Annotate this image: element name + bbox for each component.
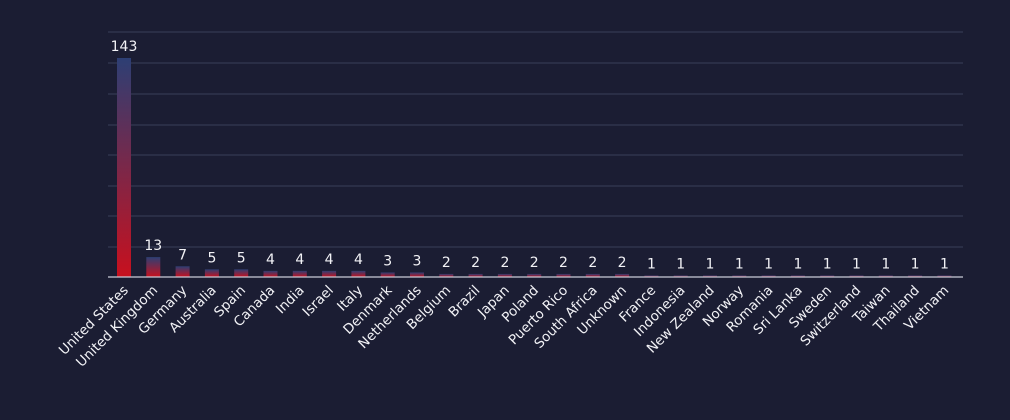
- data-label: 1: [823, 256, 832, 272]
- bar: [322, 270, 337, 277]
- bar: [878, 275, 893, 277]
- data-label: 1: [911, 256, 920, 272]
- bar: [615, 273, 630, 277]
- bar: [908, 275, 923, 277]
- bar: [527, 273, 542, 277]
- data-label: 1: [852, 256, 861, 272]
- bar: [732, 275, 747, 277]
- bar: [263, 270, 278, 277]
- bar: [351, 270, 366, 277]
- bar: [673, 275, 688, 277]
- data-label: 2: [588, 255, 597, 271]
- bar: [703, 275, 717, 277]
- bar: [410, 272, 424, 277]
- data-label: 143: [111, 39, 138, 55]
- data-label: 4: [325, 252, 334, 268]
- data-label: 7: [178, 247, 187, 263]
- x-tick-label: Brazil: [445, 283, 483, 321]
- data-label: 1: [764, 256, 773, 272]
- value-labels: 143 13 7 5 5 4 4 4 4 3 3 2 2 2 2 2 2 2 1 1 1 1 1 1 1 1 1 1 1: [111, 39, 949, 272]
- data-label: 1: [647, 256, 656, 272]
- data-label: 5: [237, 250, 246, 266]
- bar: [820, 275, 835, 277]
- bar: [937, 275, 952, 277]
- data-label: 2: [530, 255, 539, 271]
- data-label: 3: [413, 253, 422, 269]
- data-label: 1: [706, 256, 715, 272]
- data-label: 1: [940, 256, 949, 272]
- data-label: 2: [442, 255, 451, 271]
- bar: [292, 270, 307, 277]
- bar: [644, 275, 659, 277]
- data-label: 2: [471, 255, 480, 271]
- data-label: 4: [354, 252, 363, 268]
- data-label: 1: [881, 256, 890, 272]
- data-label: 4: [266, 252, 275, 268]
- bar: [175, 266, 190, 277]
- data-label: 1: [793, 256, 802, 272]
- data-label: 13: [144, 238, 162, 254]
- x-tick-label: Israel: [300, 283, 337, 320]
- bar: [497, 273, 512, 277]
- data-label: 4: [295, 252, 304, 268]
- bar: [234, 269, 249, 277]
- data-label: 3: [383, 253, 392, 269]
- bar: [849, 275, 864, 277]
- bar: [117, 58, 131, 277]
- data-label: 2: [559, 255, 568, 271]
- bar: [439, 273, 454, 277]
- bar: [468, 273, 483, 277]
- bar: [380, 272, 395, 277]
- bar: [556, 273, 571, 277]
- data-label: 1: [735, 256, 744, 272]
- data-label: 5: [207, 250, 216, 266]
- bar: [204, 269, 219, 277]
- data-label: 2: [618, 255, 627, 271]
- bar: [790, 275, 805, 277]
- bar: [146, 257, 161, 277]
- data-label: 2: [500, 255, 509, 271]
- bar: [585, 273, 600, 277]
- bar: [761, 275, 776, 277]
- bars: [117, 58, 952, 277]
- data-label: 1: [676, 256, 685, 272]
- grid-lines: [108, 31, 963, 248]
